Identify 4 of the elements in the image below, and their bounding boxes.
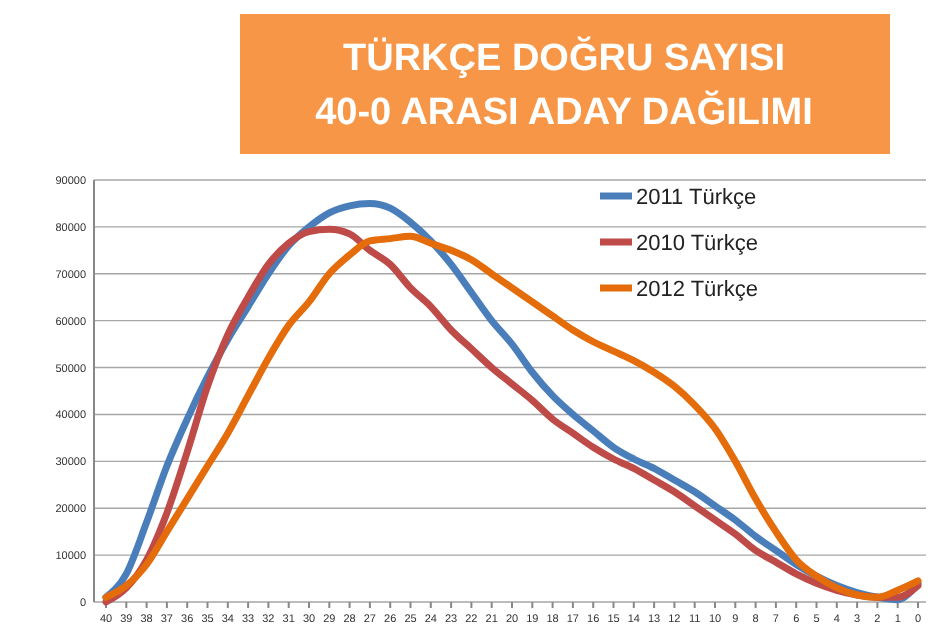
legend-label: 2012 Türkçe [636,278,758,302]
legend-label: 2010 Türkçe [636,232,758,256]
chart-title: TÜRKÇE DOĞRU SAYISI 40-0 ARASI ADAY DAĞILIMI [315,36,813,134]
legend-label: 2011 Türkçe [636,186,757,210]
